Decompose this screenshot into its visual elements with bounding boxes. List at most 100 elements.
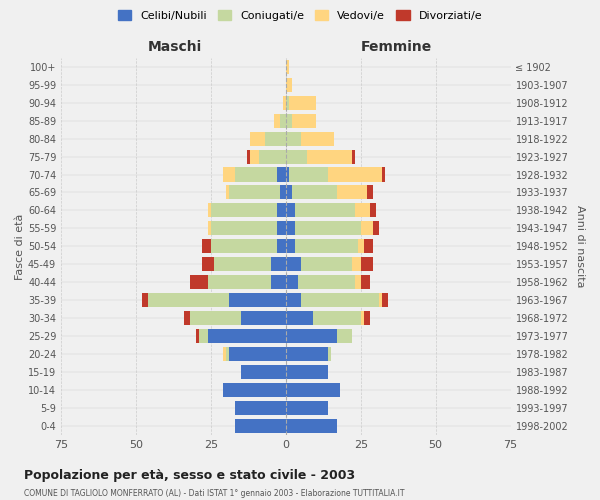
Bar [286,168,385,181]
Text: COMUNE DI TAGLIOLO MONFERRATO (AL) - Dati ISTAT 1° gennaio 2003 - Elaborazione T: COMUNE DI TAGLIOLO MONFERRATO (AL) - Dat… [24,488,404,498]
Bar [223,383,286,397]
Bar [286,78,292,92]
Bar [286,419,337,433]
Bar [235,419,286,433]
Bar [208,222,286,235]
Bar [286,312,313,326]
Bar [223,168,286,181]
Bar [286,383,340,397]
Bar [286,347,331,362]
Bar [277,222,286,235]
Bar [208,276,286,289]
Bar [286,204,376,218]
Bar [286,240,373,254]
Bar [286,78,292,92]
Bar [241,365,286,379]
Bar [199,330,286,344]
Bar [235,401,286,415]
Bar [226,186,286,200]
Bar [286,365,328,379]
Bar [271,276,286,289]
Bar [250,150,286,164]
Bar [286,114,292,128]
Bar [241,312,286,326]
Bar [202,258,286,272]
Bar [277,168,286,181]
Bar [286,276,298,289]
Bar [286,150,307,164]
Bar [286,312,370,326]
Bar [286,330,352,344]
Bar [286,186,367,200]
Bar [286,132,301,145]
Bar [286,240,295,254]
Bar [229,186,286,200]
Bar [235,401,286,415]
Bar [286,347,331,362]
Bar [286,204,295,218]
Bar [235,419,286,433]
Bar [286,401,328,415]
Bar [286,258,352,272]
Bar [286,60,289,74]
Bar [241,365,286,379]
Bar [271,258,286,272]
Bar [241,365,286,379]
Y-axis label: Fasce di età: Fasce di età [15,213,25,280]
Bar [229,347,286,362]
Bar [286,401,328,415]
Bar [286,132,334,145]
Legend: Celibi/Nubili, Coniugati/e, Vedovi/e, Divorziati/e: Celibi/Nubili, Coniugati/e, Vedovi/e, Di… [113,6,487,25]
Bar [286,401,328,415]
Text: Popolazione per età, sesso e stato civile - 2003: Popolazione per età, sesso e stato civil… [24,470,355,482]
Bar [280,186,286,200]
Y-axis label: Anni di nascita: Anni di nascita [575,205,585,288]
Bar [277,204,286,218]
Bar [247,150,286,164]
Bar [226,186,286,200]
Bar [286,294,382,308]
Bar [214,258,286,272]
Bar [286,222,379,235]
Bar [208,276,286,289]
Bar [286,96,316,110]
Bar [277,240,286,254]
Bar [286,132,334,145]
Bar [286,258,301,272]
Bar [286,240,358,254]
Bar [259,150,286,164]
Bar [286,258,361,272]
Bar [214,258,286,272]
Bar [280,114,286,128]
Bar [286,258,373,272]
Bar [196,330,286,344]
Bar [286,419,337,433]
Bar [211,222,286,235]
Bar [286,401,328,415]
Bar [235,401,286,415]
Bar [286,365,328,379]
Bar [211,240,286,254]
Bar [223,383,286,397]
Bar [286,168,289,181]
Bar [286,312,364,326]
Bar [286,240,364,254]
Bar [286,294,388,308]
Bar [148,294,286,308]
Bar [286,330,352,344]
Bar [223,347,286,362]
Bar [142,294,286,308]
Bar [286,150,355,164]
Bar [286,312,361,326]
Bar [286,383,340,397]
Bar [211,240,286,254]
Bar [208,204,286,218]
Bar [286,96,316,110]
Bar [235,168,286,181]
Bar [184,312,286,326]
Bar [286,330,337,344]
Bar [286,294,301,308]
Bar [286,60,289,74]
Bar [286,222,295,235]
Bar [286,365,328,379]
